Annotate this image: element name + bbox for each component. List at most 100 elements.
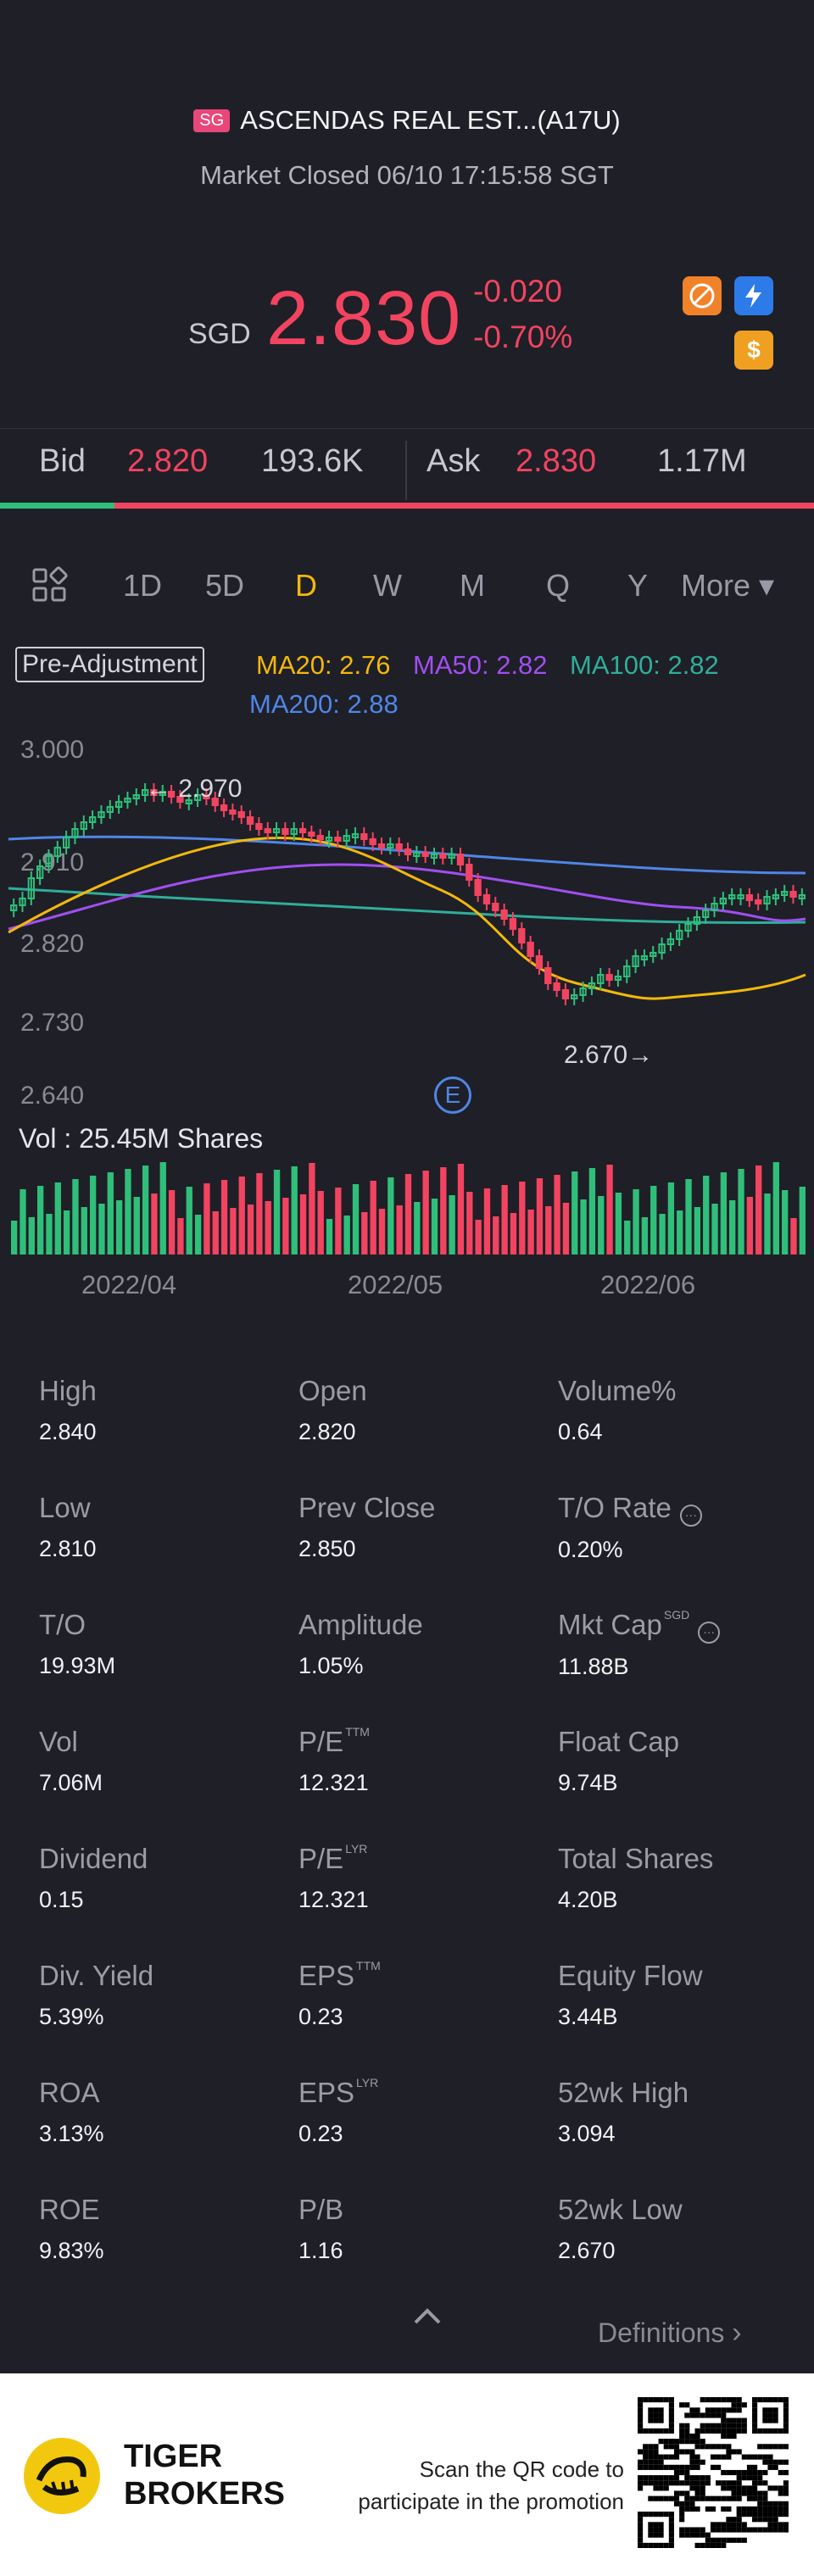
candle [325, 837, 333, 842]
volume-bar [309, 1163, 315, 1255]
promo-line-2: participate in the promotion [358, 2489, 624, 2514]
volume-bar [457, 1164, 465, 1255]
volume-bar [273, 1170, 281, 1255]
stat-low: Low 2.810 [39, 1492, 97, 1562]
candle [719, 898, 728, 904]
stat-label: EPS TTM [298, 1959, 381, 1992]
lightning-icon[interactable] [734, 276, 773, 315]
bid-price: 2.820 [127, 443, 209, 479]
qr-code[interactable] [638, 2397, 789, 2548]
volume-bar [764, 1193, 771, 1255]
stat-label-text: Total Shares [558, 1843, 714, 1874]
volume-bar [562, 1203, 570, 1255]
candle [88, 816, 97, 823]
volume-bar [650, 1186, 657, 1255]
more-info-icon[interactable]: ··· [679, 1505, 702, 1527]
candlestick-chart[interactable] [0, 729, 814, 1271]
volume-bar [220, 1180, 228, 1255]
volume-bar [501, 1185, 508, 1255]
tab-m[interactable]: M [460, 568, 485, 603]
stat-label-text: P/E [298, 1726, 344, 1757]
candle [421, 852, 429, 857]
tab-y[interactable]: Y [627, 568, 649, 603]
tab-w[interactable]: W [373, 568, 402, 603]
candle [561, 989, 570, 999]
candle [632, 955, 639, 967]
ask-price: 2.830 [516, 443, 597, 479]
pre-adjustment-toggle[interactable]: Pre-Adjustment [15, 647, 204, 682]
candle [308, 832, 315, 837]
stat-open: Open 2.820 [298, 1375, 367, 1445]
currency-label: SGD [188, 318, 251, 350]
stat-prev-close: Prev Close 2.850 [298, 1492, 435, 1562]
date-axis-label: 2022/05 [348, 1270, 443, 1299]
volume-bar [133, 1197, 140, 1255]
more-info-icon[interactable]: ··· [698, 1622, 721, 1644]
tab-d[interactable]: D [295, 568, 317, 603]
candle [167, 791, 176, 798]
candle [798, 894, 806, 899]
ma50-label: MA50: 2.82 [413, 650, 548, 680]
grid-icon[interactable] [31, 566, 68, 604]
volume-bar [265, 1201, 271, 1255]
volume-bar [352, 1184, 360, 1255]
volume-bar [667, 1182, 675, 1255]
stat-label-text: Div. Yield [39, 1960, 154, 1991]
candle [220, 804, 228, 811]
tab-5d[interactable]: 5D [205, 568, 245, 603]
stat-value: 2.670 [558, 2238, 616, 2263]
candle [474, 879, 482, 896]
no-shorting-icon[interactable] [683, 276, 722, 315]
volume-bar [588, 1168, 596, 1255]
stat-label-text: T/O [39, 1609, 86, 1640]
stat-label-text: ROA [39, 2077, 100, 2108]
candle [430, 854, 438, 859]
candle [71, 828, 79, 838]
stat-t-o-rate: T/O Rate ··· 0.20% [558, 1492, 702, 1563]
stat-superscript: TTM [356, 1959, 381, 1972]
chevron-up-icon[interactable] [410, 2304, 444, 2329]
volume-bar [685, 1179, 692, 1255]
volume-bar [527, 1210, 534, 1255]
tab-1d[interactable]: 1D [123, 568, 163, 603]
stat-label-text: Equity Flow [558, 1960, 703, 1991]
tab-q[interactable]: Q [546, 568, 571, 603]
stat-label-text: Float Cap [558, 1726, 680, 1757]
candle [518, 928, 526, 943]
volume-bar [466, 1192, 473, 1255]
stat-label: T/O Rate ··· [558, 1492, 702, 1527]
volume-bar [177, 1218, 184, 1255]
candle [124, 798, 131, 803]
candle [737, 894, 744, 899]
stat-label: 52wk Low [558, 2194, 683, 2226]
bid-strength-bar [0, 503, 114, 509]
stat-label: Volume% [558, 1375, 676, 1407]
stat-label: P/E LYR [298, 1842, 369, 1875]
stat-superscript: TTM [345, 1725, 370, 1739]
stat-label-text: Dividend [39, 1843, 148, 1874]
stat-value: 11.88B [558, 1654, 629, 1679]
stock-title[interactable]: ASCENDAS REAL EST...(A17U) [240, 105, 621, 135]
stat-label-text: 52wk Low [558, 2194, 683, 2225]
volume-bar [370, 1181, 376, 1255]
tab-more[interactable]: More ▾ [681, 568, 775, 603]
candle [159, 791, 166, 796]
candle [500, 910, 508, 920]
dollar-icon[interactable]: $ [734, 331, 773, 370]
volume-bar [738, 1169, 744, 1255]
volume-bar [624, 1221, 631, 1255]
candle [535, 955, 544, 969]
volume-bar [414, 1202, 421, 1255]
volume-bar [343, 1216, 350, 1255]
stat-float-cap: Float Cap 9.74B [558, 1726, 679, 1796]
volume-bar [790, 1218, 797, 1255]
definitions-link[interactable]: Definitions › [598, 2317, 742, 2350]
stat-52wk-high: 52wk High 3.094 [558, 2077, 689, 2147]
volume-bar [20, 1189, 26, 1255]
stat-label-text: Mkt Cap [558, 1609, 662, 1640]
volume-bar [571, 1171, 578, 1255]
stat-label-text: EPS [298, 2077, 355, 2108]
stat-label: Dividend [39, 1843, 148, 1875]
earnings-marker-icon[interactable]: E [434, 1077, 471, 1114]
stat-eps: EPS LYR 0.23 [298, 2076, 378, 2147]
